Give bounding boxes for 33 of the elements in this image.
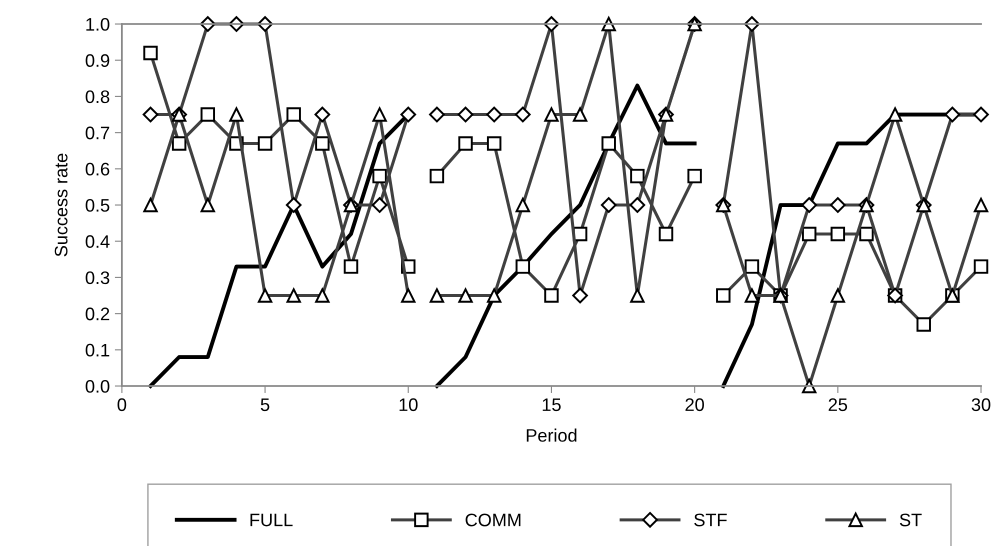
y-tick-label: 0.0 (86, 380, 110, 393)
point (486, 288, 502, 303)
legend-label: ST (900, 514, 922, 526)
x-tick-label: 25 (828, 398, 848, 412)
point (400, 106, 416, 122)
point (286, 197, 302, 213)
y-tick-label: 0.6 (86, 162, 110, 176)
x-tick-label: 0 (118, 398, 126, 412)
point (944, 106, 960, 122)
y-tick-label: 0.9 (86, 54, 110, 67)
point (801, 197, 818, 213)
legend-label: STF (694, 514, 727, 526)
x-tick-label: 10 (400, 398, 418, 412)
x-tick-label: 5 (260, 398, 270, 412)
point (973, 106, 989, 122)
x-axis-title: Period (526, 428, 576, 442)
y-tick-label: 0.1 (86, 344, 110, 357)
legend-label: FULL (250, 514, 293, 526)
x-tick-label: 20 (686, 398, 704, 412)
legend-label: COMM (466, 514, 520, 526)
x-tick-label: 30 (972, 398, 990, 412)
point (516, 259, 530, 274)
y-tick-label: 0.4 (86, 235, 110, 248)
y-tick-label: 0.7 (86, 126, 110, 140)
point (602, 136, 616, 151)
y-tick-label: 0.5 (86, 198, 110, 212)
y-tick-label: 1.0 (86, 18, 110, 31)
x-tick-label: 15 (542, 398, 561, 412)
y-tick-label: 0.3 (86, 271, 110, 284)
point (888, 107, 902, 122)
y-axis-title: Success rate (54, 154, 68, 256)
y-tick-label: 0.8 (86, 90, 110, 104)
y-tick-label: 0.2 (86, 308, 110, 320)
